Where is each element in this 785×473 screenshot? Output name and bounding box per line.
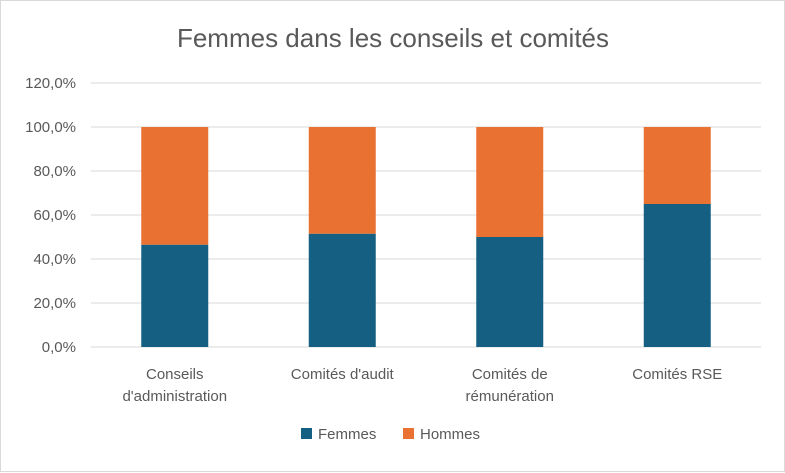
bar-hommes-4 xyxy=(643,127,711,204)
legend-swatch-hommes xyxy=(403,428,414,439)
x-category-label: rémunération xyxy=(466,388,554,405)
x-category-label: Comités RSE xyxy=(632,366,722,383)
y-tick-label: 120,0% xyxy=(25,75,76,92)
y-tick-label: 100,0% xyxy=(25,119,76,136)
bar-hommes-1 xyxy=(141,127,209,245)
y-tick-label: 0,0% xyxy=(42,339,76,356)
bar-femmes-4 xyxy=(643,204,711,347)
bar-femmes-3 xyxy=(476,237,544,347)
x-category-label: Conseils xyxy=(146,366,204,383)
legend-label-hommes: Hommes xyxy=(420,426,480,443)
y-tick-label: 60,0% xyxy=(33,207,76,224)
legend-swatch-femmes xyxy=(301,428,312,439)
y-tick-label: 80,0% xyxy=(33,163,76,180)
legend-label-femmes: Femmes xyxy=(318,426,376,443)
legend: Femmes Hommes xyxy=(301,426,480,443)
bar-femmes-2 xyxy=(308,233,376,347)
x-category-label: Comités de xyxy=(472,366,548,383)
x-category-label: Comités d'audit xyxy=(291,366,395,383)
x-category-label: d'administration xyxy=(122,388,227,405)
x-axis-category-labels: Conseils d'administration Comités d'audit C… xyxy=(122,366,722,405)
bars xyxy=(141,127,711,347)
bar-hommes-3 xyxy=(476,127,544,237)
y-tick-label: 40,0% xyxy=(33,251,76,268)
y-tick-label: 20,0% xyxy=(33,295,76,312)
chart-title: Femmes dans les conseils et comités xyxy=(177,23,609,53)
y-axis-tick-labels: 0,0% 20,0% 40,0% 60,0% 80,0% 100,0% 120,0% xyxy=(25,75,76,356)
bar-hommes-2 xyxy=(308,127,376,234)
bar-femmes-1 xyxy=(141,244,209,347)
